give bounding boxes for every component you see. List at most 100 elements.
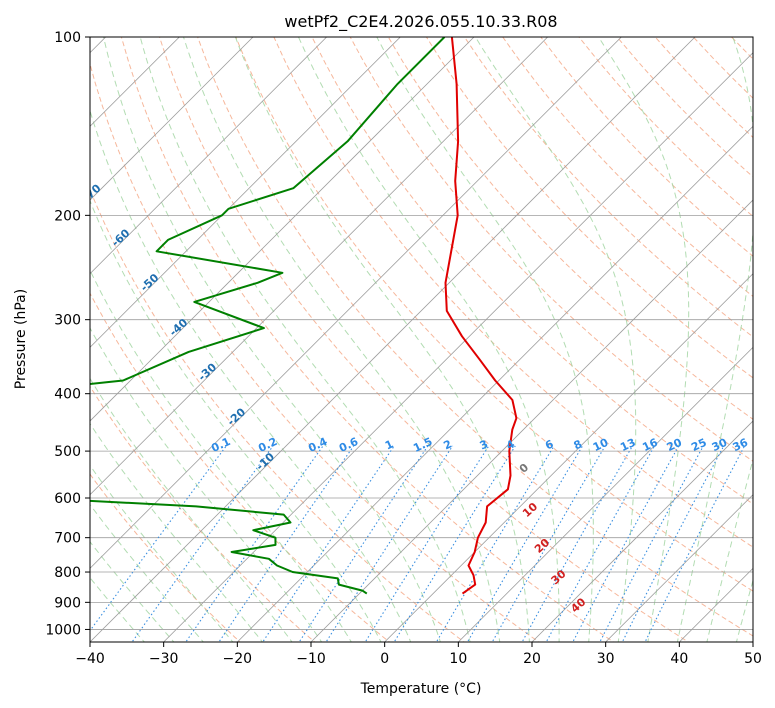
x-tick-label: −40 bbox=[75, 651, 105, 667]
mixing-ratio-label: 36 bbox=[731, 436, 751, 454]
dry-adiabat-label: -60 bbox=[109, 226, 133, 249]
temperature-profile-line bbox=[444, 37, 518, 595]
y-axis-ticks: 100 200 300 400 500 600 700 800 900 1000 bbox=[45, 30, 90, 638]
moist-adiabat-label: 30 bbox=[549, 567, 569, 587]
mixing-ratio-label: 13 bbox=[618, 436, 637, 454]
dry-adiabat-line bbox=[90, 62, 540, 642]
dry-adiabat-line bbox=[197, 37, 753, 637]
isotherm-line bbox=[531, 420, 753, 642]
isotherm-line bbox=[90, 37, 401, 348]
moist-adiabat-line bbox=[183, 37, 501, 642]
mixing-ratio-line bbox=[131, 445, 274, 642]
mixing-ratio-line bbox=[218, 445, 355, 642]
dry-adiabat-line bbox=[692, 37, 753, 99]
mixing-ratio-label: 4 bbox=[504, 437, 517, 452]
dry-adiabat-label: -100 bbox=[0, 45, 20, 73]
x-tick-label: 10 bbox=[449, 651, 467, 667]
moist-adiabat-line bbox=[90, 109, 412, 642]
dry-adiabat-line bbox=[770, 37, 775, 644]
x-tick-label: 50 bbox=[744, 651, 762, 667]
isotherm-line bbox=[90, 37, 180, 127]
dry-adiabat-label: -80 bbox=[51, 137, 75, 160]
x-axis-ticks: −40 −30 −20 −10 0 10 20 30 40 50 bbox=[75, 642, 762, 667]
y-tick-label: 100 bbox=[54, 30, 81, 46]
mixing-ratio-label: 25 bbox=[689, 436, 708, 454]
x-tick-label: 20 bbox=[523, 651, 541, 667]
isotherm-line bbox=[752, 641, 753, 642]
isotherm-line bbox=[457, 346, 753, 642]
dry-adiabat-line bbox=[90, 385, 316, 642]
dewpoint-profile-line bbox=[90, 37, 446, 595]
grid-layer bbox=[0, 10, 775, 645]
x-axis-label: Temperature (°C) bbox=[360, 681, 482, 697]
mixing-ratio-line bbox=[621, 445, 725, 642]
y-axis-label: Pressure (hPa) bbox=[13, 289, 29, 389]
dry-adiabat-line bbox=[235, 37, 753, 592]
y-tick-label: 800 bbox=[54, 565, 81, 581]
mixing-ratio-label: 0.4 bbox=[306, 435, 329, 455]
y-tick-label: 1000 bbox=[45, 622, 81, 638]
mixing-ratio-line bbox=[644, 445, 746, 642]
isotherm-line bbox=[90, 37, 622, 569]
mixing-ratio-line bbox=[545, 445, 656, 642]
moist-adiabat-line bbox=[90, 269, 352, 642]
moist-adiabat-line bbox=[474, 37, 637, 642]
moist-adiabat-line bbox=[90, 464, 234, 642]
dry-adiabat-line bbox=[387, 37, 753, 420]
isotherm-line bbox=[90, 37, 475, 422]
y-tick-label: 900 bbox=[54, 595, 81, 611]
dry-adiabat-line bbox=[90, 292, 391, 642]
moist-adiabat-label: 20 bbox=[532, 536, 552, 556]
mixing-ratio-label: 6 bbox=[543, 437, 556, 452]
mixing-ratio-line bbox=[572, 445, 680, 642]
dry-adiabat-line bbox=[273, 37, 753, 548]
moist-adiabat-label: 10 bbox=[520, 500, 540, 520]
moist-adiabat-line bbox=[103, 37, 441, 642]
isotherm-line bbox=[90, 37, 254, 201]
dry-adiabat-line bbox=[578, 37, 753, 218]
dry-adiabat-line bbox=[90, 473, 241, 642]
dry-adiabat-line bbox=[464, 37, 753, 338]
series-layer bbox=[90, 37, 518, 595]
moist-adiabat-line bbox=[139, 37, 471, 642]
mixing-ratio-label: 0.1 bbox=[209, 435, 232, 455]
moist-adiabat-label: 0 bbox=[517, 461, 532, 476]
y-tick-label: 200 bbox=[54, 208, 81, 224]
mixing-ratio-line bbox=[393, 445, 516, 642]
dry-adiabat-label: -40 bbox=[167, 316, 191, 339]
x-tick-label: −20 bbox=[223, 651, 253, 667]
isotherm-line bbox=[0, 10, 59, 645]
moist-adiabat-line bbox=[90, 199, 382, 642]
moist-adiabat-label: 40 bbox=[568, 595, 588, 615]
isotherm-line bbox=[310, 199, 753, 642]
moist-adiabat-line bbox=[706, 457, 753, 642]
mixing-ratio-label: 1 bbox=[383, 437, 395, 452]
mixing-ratio-label: 3 bbox=[478, 437, 490, 452]
x-tick-label: −10 bbox=[296, 651, 326, 667]
y-tick-label: 500 bbox=[54, 444, 81, 460]
mixing-ratio-line bbox=[491, 445, 606, 642]
x-tick-label: 0 bbox=[380, 651, 389, 667]
dry-adiabat-label: -90 bbox=[22, 92, 46, 115]
moist-adiabat-line bbox=[298, 37, 560, 642]
x-tick-label: 40 bbox=[670, 651, 688, 667]
mixing-ratio-line bbox=[364, 445, 490, 642]
mixing-ratio-line bbox=[185, 445, 324, 642]
mixing-ratio-line bbox=[599, 445, 704, 642]
isotherm-line bbox=[163, 52, 753, 642]
y-tick-label: 600 bbox=[54, 491, 81, 507]
plot-frame bbox=[89, 36, 754, 643]
y-tick-label: 700 bbox=[54, 531, 81, 547]
moist-adiabat-line bbox=[376, 37, 594, 642]
mixing-ratio-line bbox=[466, 445, 584, 642]
x-tick-label: −30 bbox=[149, 651, 179, 667]
mixing-ratio-label: 30 bbox=[710, 436, 730, 454]
moist-adiabat-line bbox=[735, 578, 753, 642]
dry-adiabat-line bbox=[311, 37, 753, 505]
isotherm-line bbox=[90, 37, 696, 642]
isotherm-line bbox=[90, 37, 328, 275]
isotherm-line bbox=[90, 37, 549, 496]
chart-title: wetPf2_C2E4.2026.055.10.33.R08 bbox=[284, 12, 557, 32]
